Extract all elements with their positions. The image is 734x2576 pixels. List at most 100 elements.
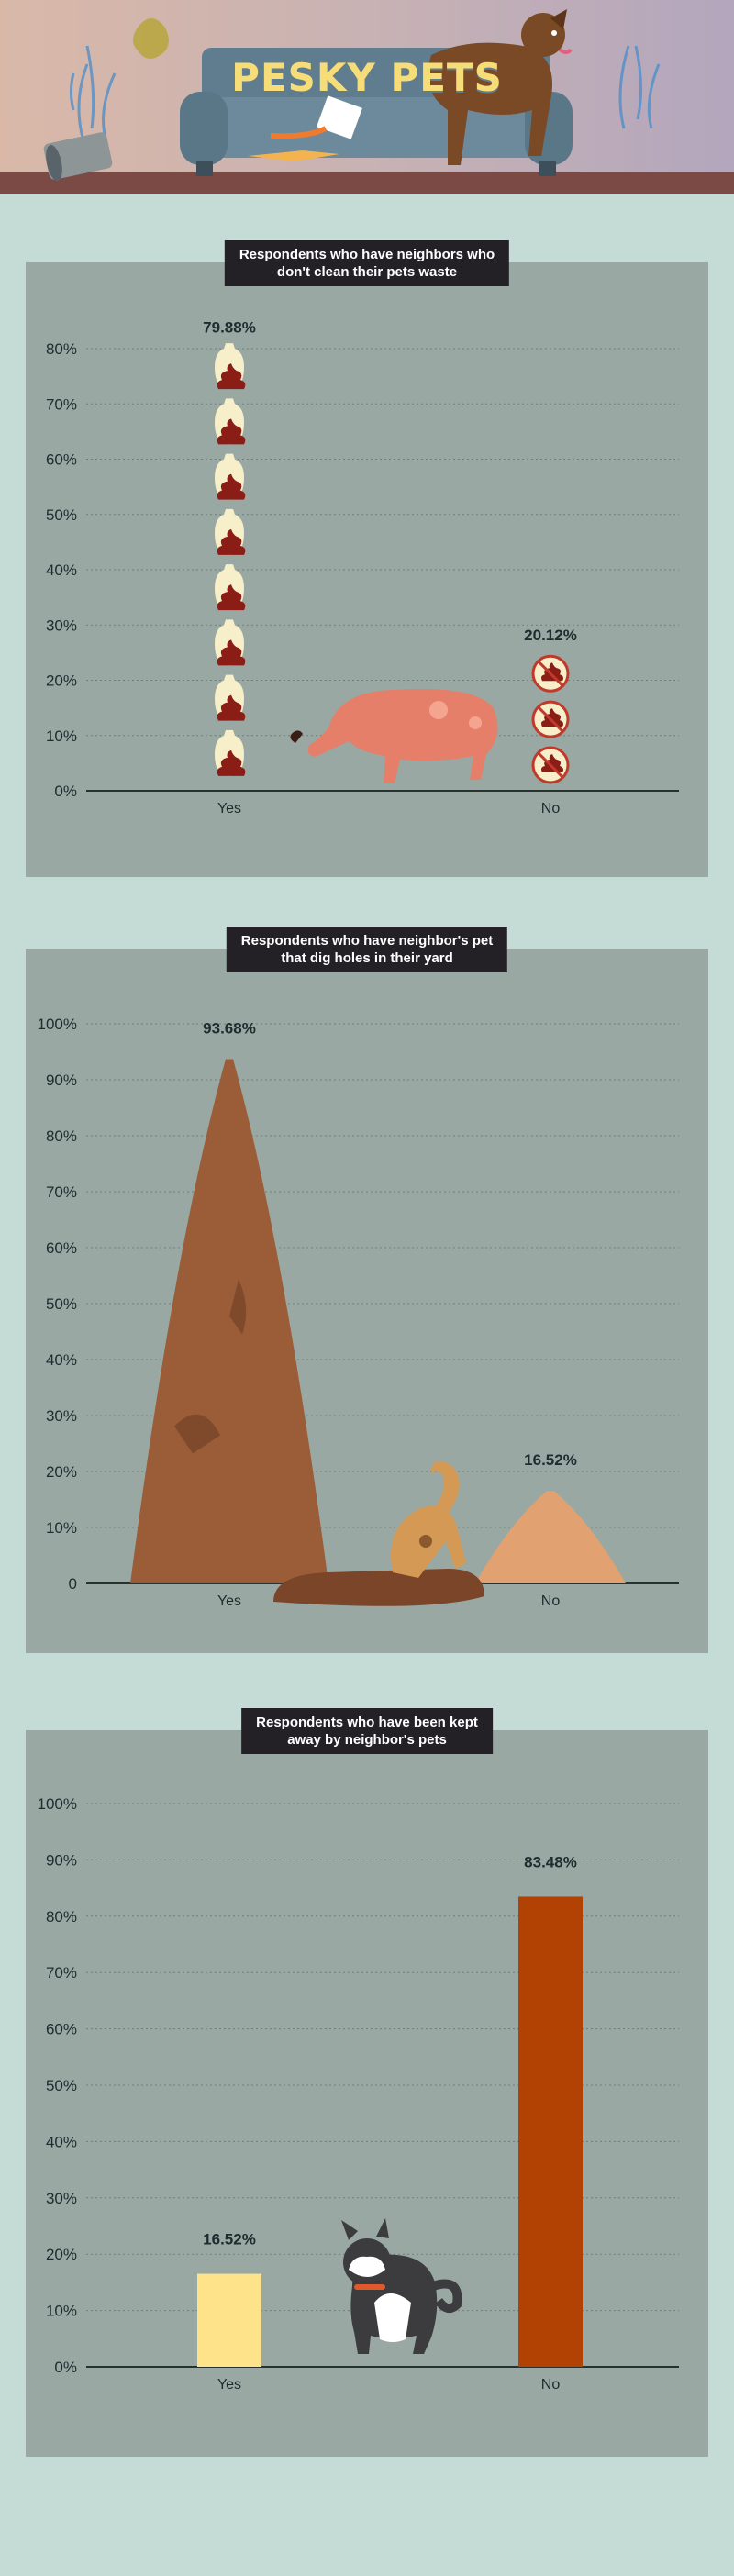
- y-tick-label: 0%: [54, 2359, 77, 2376]
- poop-shape: [217, 584, 246, 611]
- poop-bag-icon: [215, 729, 246, 776]
- dog-body: [307, 688, 498, 783]
- y-tick-label: 80%: [46, 1908, 77, 1926]
- dirt-pile-icon: [273, 1569, 484, 1606]
- dog-spot: [469, 716, 482, 729]
- poop-bag-icon: [215, 674, 246, 721]
- y-tick-label: 30%: [46, 1407, 77, 1425]
- y-tick-label: 20%: [46, 2246, 77, 2263]
- x-tick-label: No: [541, 2377, 561, 2393]
- poop-bag-icon: [215, 398, 246, 445]
- y-tick-label: 50%: [46, 1295, 77, 1313]
- dog-icon: [428, 9, 573, 166]
- poop-shape: [217, 418, 246, 445]
- y-tick-label: 60%: [46, 2021, 77, 2038]
- y-tick-label: 40%: [46, 2133, 77, 2150]
- hero-illustration: [0, 0, 734, 194]
- y-tick-label: 30%: [46, 2190, 77, 2207]
- poop-shape: [217, 694, 246, 721]
- no-poop-icon: [531, 700, 570, 738]
- data-label: 16.52%: [524, 1451, 577, 1469]
- mound-shadow: [229, 1279, 247, 1335]
- water-splash-right-icon: [618, 45, 661, 129]
- dog-ears: [341, 2218, 389, 2240]
- y-tick-label: 80%: [46, 340, 77, 358]
- y-tick-label: 90%: [46, 1071, 77, 1089]
- poop-bag-icon: [215, 343, 246, 390]
- x-tick-label: No: [541, 1593, 561, 1609]
- poop-bag-icon: [215, 564, 246, 611]
- poop-shape: [541, 662, 563, 682]
- x-tick-label: Yes: [217, 801, 241, 816]
- y-tick-label: 80%: [46, 1127, 77, 1145]
- poop-shape: [217, 749, 246, 776]
- paint-bucket-icon: [270, 95, 362, 139]
- y-tick-label: 60%: [46, 451, 77, 469]
- dirt-mound-yes: [130, 1059, 328, 1583]
- y-tick-label: 60%: [46, 1239, 77, 1257]
- x-tick-label: Yes: [217, 1593, 241, 1609]
- page-title: PESKY PETS: [231, 55, 503, 100]
- dog-face: [349, 2256, 385, 2277]
- wall-stain-icon: [133, 18, 169, 59]
- no-poop-icon: [531, 654, 570, 693]
- data-label: 93.68%: [203, 1020, 256, 1038]
- poop-shape: [217, 528, 246, 555]
- chart-title-kept-away: Respondents who have been kept away by n…: [241, 1708, 493, 1754]
- y-tick-label: 10%: [46, 1519, 77, 1537]
- waste-chart: 0% 10% 20% 30% 40% 50% 60% 70% 80% Yes No 79.88% 20.…: [46, 319, 679, 816]
- chart-title-holes: Respondents who have neighbor's pet that…: [226, 927, 508, 972]
- y-tick-label: 70%: [46, 1964, 77, 1982]
- stuffing-icon: [248, 150, 339, 161]
- icon-slash: [537, 706, 564, 733]
- data-label: 16.52%: [203, 2231, 256, 2248]
- kept-away-chart: 0% 10% 20% 30% 40% 50% 60% 70% 80% 90% 100% Yes No 16…: [38, 1795, 679, 2393]
- y-tick-label: 100%: [38, 1795, 77, 1813]
- y-tick-label: 0%: [54, 783, 77, 800]
- dog-tail: [431, 1460, 460, 1519]
- chart-panel-kept-away: 0% 10% 20% 30% 40% 50% 60% 70% 80% 90% 100% Yes No 16…: [26, 1708, 708, 2457]
- mound-shadow: [174, 1414, 220, 1454]
- dog-collar: [354, 2284, 385, 2290]
- icon-slash: [537, 751, 564, 779]
- data-label: 83.48%: [524, 1853, 577, 1871]
- y-tick-label: 20%: [46, 672, 77, 690]
- data-label: 20.12%: [524, 627, 577, 644]
- x-tick-label: No: [541, 801, 561, 816]
- dog-spot: [419, 1535, 432, 1548]
- y-tick-label: 50%: [46, 2077, 77, 2094]
- y-tick-label: 40%: [46, 561, 77, 579]
- y-tick-label: 40%: [46, 1351, 77, 1369]
- water-splash-left-icon: [70, 45, 117, 139]
- poop-shape: [290, 730, 303, 743]
- y-tick-label: 30%: [46, 616, 77, 634]
- y-tick-label: 100%: [38, 1016, 77, 1033]
- poop-shape: [541, 754, 563, 772]
- bar-no: [518, 1896, 583, 2367]
- y-tick-label: 70%: [46, 1183, 77, 1201]
- poop-shape: [217, 363, 246, 390]
- husky-icon: [341, 2218, 462, 2354]
- y-tick-label: 10%: [46, 2303, 77, 2320]
- poop-bag-icon: [215, 508, 246, 555]
- digging-dog-icon: [391, 1460, 466, 1578]
- no-poop-icon: [531, 746, 570, 784]
- bar-yes: [197, 2273, 261, 2367]
- poop-shape: [217, 473, 246, 500]
- chart-panel-holes: 0 10% 20% 30% 40% 50% 60% 70% 80% 90% 100% Yes No 93.…: [26, 927, 708, 1653]
- poop-shape: [541, 708, 563, 727]
- poop-bag-icon: [215, 619, 246, 666]
- poop-bag-icon: [215, 453, 246, 500]
- dirt-mound-no: [475, 1491, 626, 1583]
- dirt-shape: [273, 1569, 484, 1606]
- y-tick-label: 70%: [46, 395, 77, 413]
- dog-chest: [374, 2293, 411, 2342]
- poop-shape: [217, 639, 246, 666]
- data-label: 79.88%: [203, 319, 256, 337]
- chart-panel-waste: 0% 10% 20% 30% 40% 50% 60% 70% 80% Yes No 79.88% 20.…: [26, 240, 708, 877]
- dachshund-icon: [290, 688, 498, 783]
- y-tick-label: 0: [69, 1575, 77, 1593]
- y-tick-label: 10%: [46, 727, 77, 745]
- dog-tail: [431, 2279, 462, 2314]
- y-tick-label: 50%: [46, 506, 77, 524]
